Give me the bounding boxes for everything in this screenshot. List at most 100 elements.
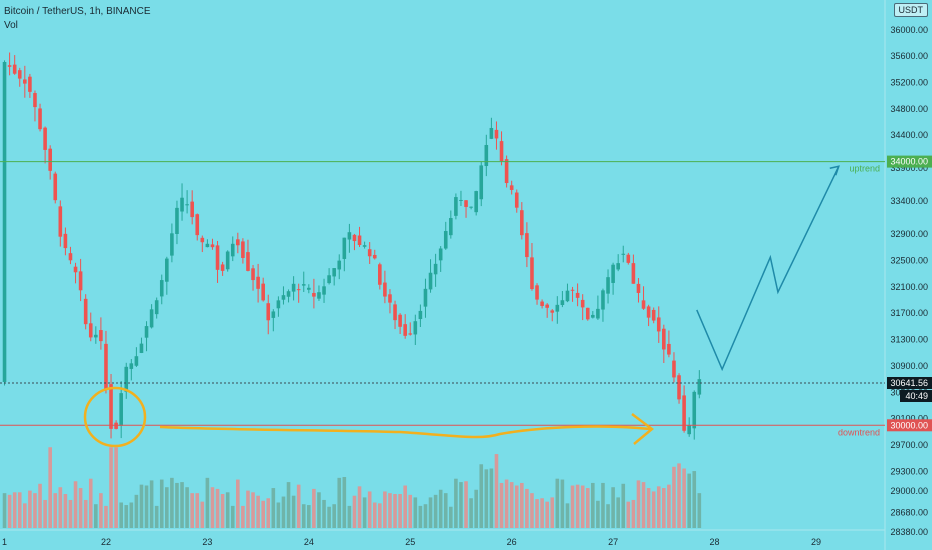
volume-bar (7, 494, 12, 528)
volume-bar (33, 493, 37, 528)
volume-bar (180, 482, 184, 528)
candle (611, 262, 615, 295)
price-tag-label: 30641.56 (890, 378, 928, 388)
time-tick-label: 29 (811, 537, 821, 547)
volume-bar (38, 483, 42, 528)
volume-bar (535, 499, 539, 528)
candle (109, 374, 113, 439)
candle (656, 306, 661, 343)
currency-selector[interactable]: USDT (893, 3, 928, 17)
candle (180, 183, 184, 221)
volume-bar (626, 501, 631, 528)
candle (672, 352, 676, 383)
projection-line[interactable] (696, 165, 840, 372)
volume-bar (342, 477, 347, 528)
volume-bar (423, 504, 428, 528)
candle (459, 190, 463, 206)
candle (580, 294, 585, 321)
time-tick-label: 23 (202, 537, 212, 547)
volume-bar (352, 495, 357, 528)
volume-bar (185, 487, 189, 528)
candle (220, 261, 225, 276)
volume-bar (43, 499, 47, 528)
time-tick-label: 25 (405, 537, 415, 547)
candle (286, 289, 291, 303)
price-tick-label: 31700.00 (890, 308, 928, 318)
candle (530, 243, 534, 291)
price-tick-label: 31300.00 (890, 335, 928, 345)
candle (291, 276, 296, 301)
candle (570, 286, 575, 302)
price-tick-label: 30900.00 (890, 361, 928, 371)
price-tick-label: 36000.00 (890, 25, 928, 35)
volume-bar (575, 484, 580, 528)
volume-bar (266, 498, 271, 528)
volume-bar (631, 499, 636, 528)
time-tick-label: 22 (101, 537, 111, 547)
downtrend-label: downtrend (838, 427, 880, 437)
candle (357, 226, 362, 248)
candle (535, 283, 539, 305)
support-circle[interactable] (83, 386, 147, 448)
candle (403, 314, 407, 339)
candle (464, 200, 468, 218)
candle (606, 269, 610, 304)
volume-bar (144, 485, 149, 528)
volume-bar (438, 489, 443, 528)
volume-bar (662, 488, 666, 528)
drawings[interactable] (83, 386, 655, 448)
candle (190, 190, 194, 225)
volume-bar (83, 499, 88, 528)
volume-bar (651, 491, 656, 528)
candle (667, 330, 671, 358)
volume-bar (165, 487, 169, 528)
volume-bar (205, 477, 210, 528)
volume-bar (580, 485, 585, 528)
volume-bar (601, 482, 605, 528)
volume-bar (687, 473, 691, 528)
candle (545, 303, 549, 318)
candle (53, 171, 58, 204)
volume-bar (317, 492, 321, 528)
volume-bar (48, 447, 52, 528)
time-axis[interactable]: 1 22 23 24 25 26 27 28 29 (0, 529, 885, 547)
candle (677, 373, 681, 404)
candle (662, 324, 666, 363)
volume-bar (119, 502, 123, 528)
volume-bar (565, 503, 570, 528)
volume-bar (327, 506, 331, 528)
volume-bar (246, 490, 250, 528)
volume-bar (99, 493, 103, 528)
candle (43, 126, 47, 164)
candle (626, 252, 631, 265)
volume-bar (2, 493, 7, 528)
candle (144, 321, 149, 352)
price-tick-label: 32100.00 (890, 282, 928, 292)
volume-bar (159, 479, 164, 528)
chart-title: Bitcoin / TetherUS, 1h, BINANCE (4, 6, 151, 17)
volume-bar (134, 494, 139, 528)
volume-bar (129, 502, 134, 528)
volume-bar (682, 468, 686, 528)
candle (596, 295, 600, 320)
time-tick-label: 24 (304, 537, 314, 547)
candle (646, 304, 651, 327)
candle (104, 330, 108, 394)
volume-bar (139, 484, 144, 528)
candle (134, 347, 139, 368)
candle (48, 145, 52, 180)
volume-bar (591, 482, 595, 528)
volume-bar (362, 497, 367, 528)
horizontal-levels[interactable]: uptrend downtrend (0, 161, 885, 438)
volume-bar (378, 503, 382, 528)
price-tick-label: 35200.00 (890, 77, 928, 87)
price-axis[interactable]: 28380.00 28680.00 29000.00 29300.00 29700.00… (884, 0, 928, 550)
volume-bars (2, 447, 702, 528)
volume-bar (357, 486, 362, 528)
annotation-arrow[interactable] (159, 425, 651, 439)
volume-bar (449, 506, 453, 528)
projection-path[interactable] (696, 165, 840, 372)
volume-bar (570, 485, 575, 528)
